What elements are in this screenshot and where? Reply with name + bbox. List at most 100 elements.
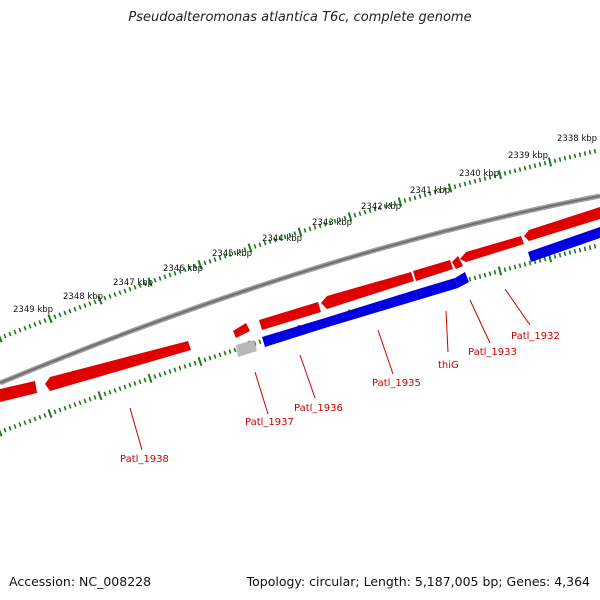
gene-arrow-patl-1938 (45, 341, 191, 391)
tick-mark (153, 277, 157, 283)
tick-mark (288, 232, 292, 238)
tick-mark (493, 270, 497, 275)
tick-mark (108, 294, 112, 299)
gene-arrow-reverse-2 (325, 290, 418, 327)
tick-mark (203, 260, 207, 266)
tick-mark (197, 260, 203, 270)
tick-mark (33, 322, 37, 327)
tick-mark (197, 356, 203, 367)
tick-mark (253, 244, 257, 249)
tick-mark (113, 388, 117, 393)
tick-mark (218, 352, 222, 358)
tick-mark (163, 274, 167, 280)
tick-mark (538, 162, 542, 167)
gene-arrow-right-edge (524, 207, 600, 241)
tick-mark (228, 349, 232, 354)
kbp-label: 2342 kbp (361, 202, 401, 212)
kbp-label: 2345 kbp (212, 249, 252, 259)
tick-mark (558, 157, 562, 162)
tick-mark (468, 180, 472, 185)
tick-mark (0, 429, 3, 437)
tick-mark (128, 286, 132, 292)
tick-mark (508, 169, 512, 175)
tick-mark (578, 152, 582, 158)
tick-mark (173, 367, 177, 373)
tick-mark (533, 163, 537, 169)
tick-mark (573, 153, 577, 159)
tick-mark (143, 377, 147, 383)
tick-mark (208, 258, 212, 264)
tick-mark (503, 171, 507, 176)
tick-mark (93, 395, 97, 400)
tick-mark (478, 274, 482, 279)
tick-mark (588, 150, 592, 155)
tick-mark (413, 195, 417, 201)
tick-mark (513, 264, 517, 270)
tick-mark (193, 264, 197, 269)
tick-mark (568, 250, 572, 255)
tick-mark (278, 235, 282, 241)
tick-mark (138, 379, 142, 385)
tick-mark (568, 154, 572, 160)
tick-mark (563, 156, 567, 161)
tick-mark (38, 320, 42, 325)
tick-mark (73, 306, 77, 312)
tick-mark (528, 260, 532, 266)
label-connectors (129, 288, 531, 451)
tick-mark (103, 391, 107, 397)
tick-mark (178, 365, 182, 371)
tick-mark (303, 228, 307, 233)
tick-mark (208, 355, 212, 361)
tick-mark (103, 295, 107, 301)
tick-mark (118, 386, 122, 392)
tick-mark (593, 148, 597, 154)
tick-mark (588, 245, 592, 250)
gene-arrow-patl-1937 (233, 323, 250, 338)
tick-mark (343, 215, 347, 221)
tick-mark (268, 239, 272, 244)
tick-mark (58, 312, 62, 318)
map-title: Pseudoalteromonas atlantica T6c, complet… (128, 10, 472, 25)
gene-arrow-reverse-right (528, 227, 600, 262)
tick-mark (378, 205, 382, 211)
gene-arrow-thig (413, 260, 453, 281)
kbp-label: 2348 kbp (63, 292, 103, 302)
tick-mark (447, 183, 453, 193)
tick-mark (188, 265, 192, 271)
tick-mark (218, 255, 222, 261)
tick-mark (38, 414, 42, 420)
tick-mark (297, 227, 303, 237)
tick-mark (513, 168, 517, 174)
tick-mark (233, 347, 237, 353)
tick-mark (293, 231, 297, 236)
tick-mark (133, 381, 137, 386)
tick-mark (328, 220, 332, 226)
tick-mark (23, 420, 27, 426)
tick-mark (247, 243, 253, 253)
tick-mark (203, 357, 207, 363)
tick-mark (18, 327, 22, 333)
tick-mark (558, 252, 562, 258)
gene-label-patl-1933: Patl_1933 (468, 347, 517, 358)
reverse-strand-genes (236, 227, 600, 357)
tick-mark (3, 427, 7, 433)
tick-mark (553, 254, 557, 259)
tick-mark (497, 170, 503, 180)
genome-summary-text: Topology: circular; Length: 5,187,005 bp… (246, 574, 590, 589)
gene-arrow-patl-1932 (460, 236, 524, 262)
kbp-label: 2340 kbp (459, 169, 499, 179)
forward-strand-genes (0, 207, 600, 402)
tick-mark (318, 223, 322, 229)
tick-mark (403, 198, 407, 203)
tick-mark (83, 303, 87, 308)
tick-mark (543, 160, 547, 166)
tick-mark (97, 391, 103, 401)
tick-mark (578, 247, 582, 253)
tick-mark (573, 248, 577, 254)
tick-mark (88, 301, 92, 307)
tick-mark (163, 370, 167, 376)
tick-mark (118, 290, 122, 296)
tick-mark (463, 181, 467, 187)
